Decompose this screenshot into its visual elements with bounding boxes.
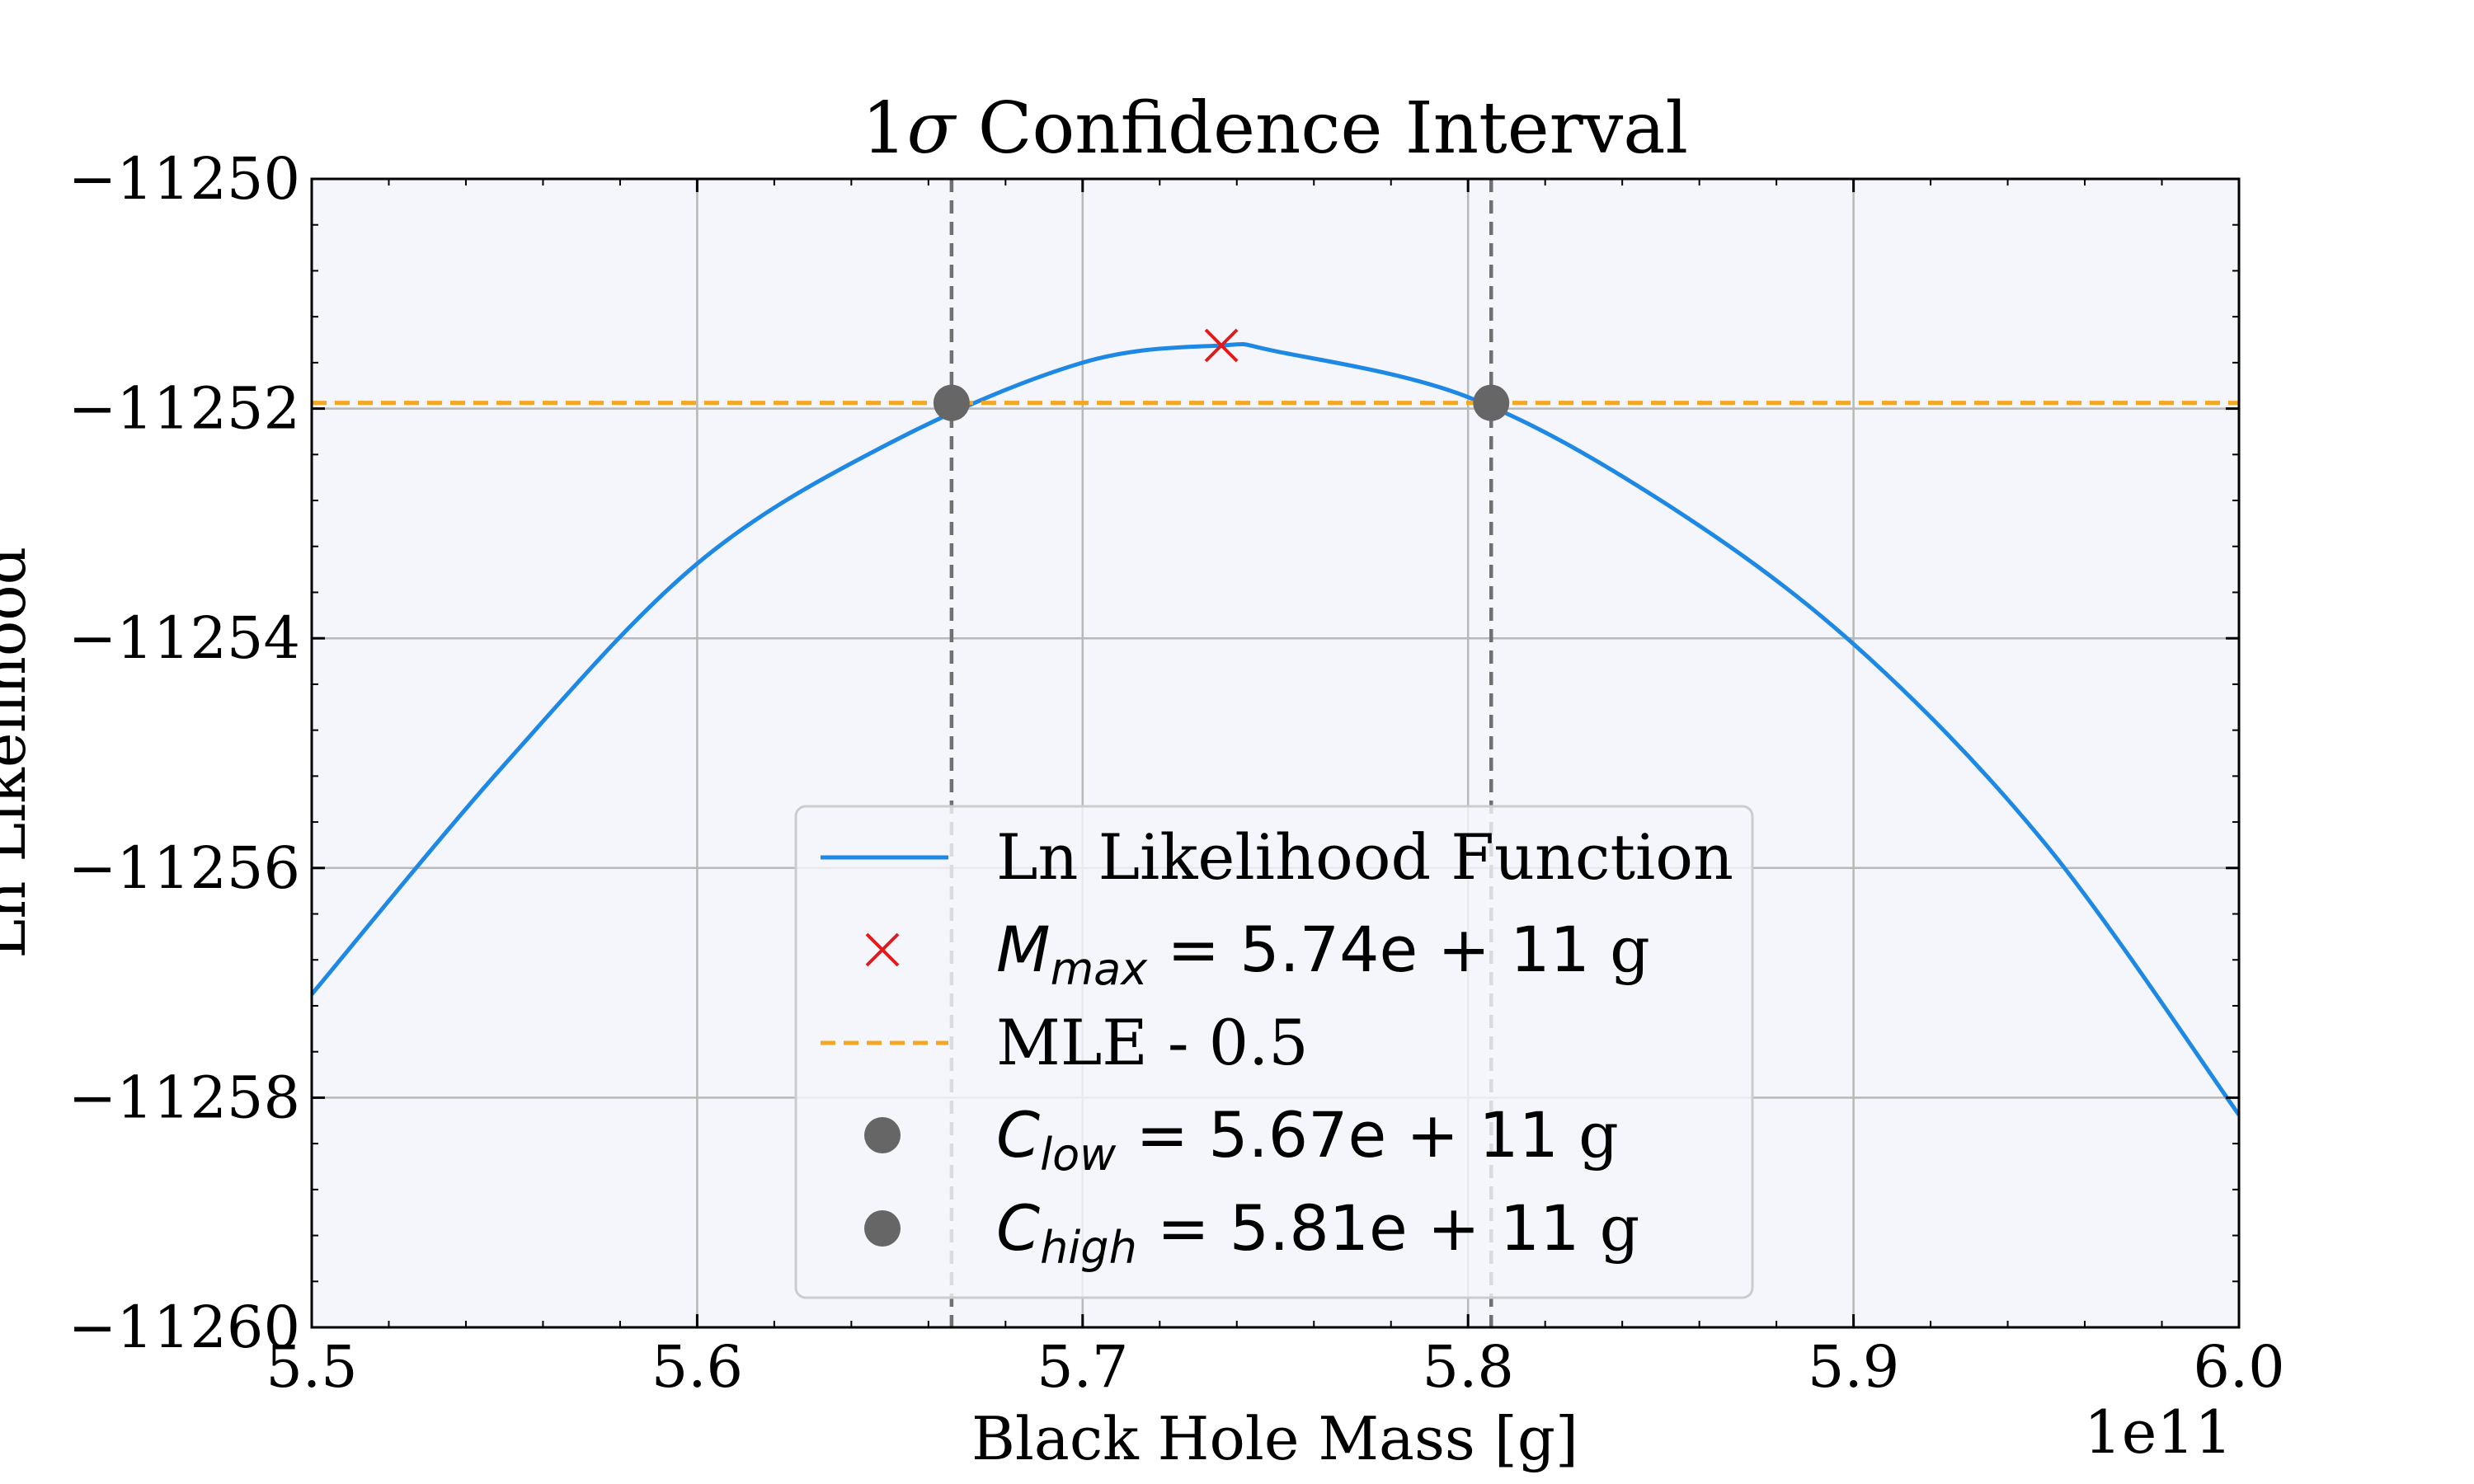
- y-tick-label: −11252: [68, 375, 300, 443]
- title-suffix: Confidence Interval: [955, 87, 1688, 170]
- ticks: 5.5 5.6 5.7 5.8 5.9 6.0 −11260 −11258 −11256 −112…: [68, 145, 2285, 1401]
- likelihood-curve: [312, 341, 2239, 1116]
- y-tick-label: −11254: [68, 604, 300, 672]
- x-tick-label: 5.5: [266, 1333, 357, 1401]
- x-tick-label: 5.8: [1423, 1333, 1514, 1401]
- legend-label: MLE - 0.5: [996, 1006, 1309, 1079]
- legend-dot-symbol: [864, 1117, 901, 1153]
- confidence-point: [933, 384, 970, 421]
- legend-box: [794, 805, 1754, 1299]
- x-tick-label: 5.7: [1037, 1333, 1128, 1401]
- max-likelihood-marker: [1204, 328, 1239, 363]
- legend-label: Ln Likelihood Function: [996, 820, 1733, 894]
- chart-title: 1σ Confidence Interval: [862, 87, 1688, 170]
- legend: Ln Likelihood Function Mmax = 5.74e + 11 …: [794, 805, 1754, 1299]
- x-tick-label: 5.6: [651, 1333, 743, 1401]
- legend-label: Chigh = 5.81e + 11 g: [996, 1191, 1639, 1274]
- legend-x-symbol: [865, 932, 900, 967]
- plot-data: [312, 179, 2239, 1327]
- title-sigma: σ: [907, 87, 957, 170]
- y-tick-label: −11260: [68, 1294, 300, 1361]
- confidence-point: [1473, 384, 1510, 421]
- legend-label: Clow = 5.67e + 11 g: [996, 1098, 1619, 1181]
- y-axis-label: Ln Likelihood: [0, 547, 39, 958]
- plot-frame: [310, 177, 2241, 1329]
- y-tick-label: −11258: [68, 1064, 300, 1131]
- y-tick-label: −11256: [68, 834, 300, 902]
- title-prefix: 1: [862, 87, 907, 170]
- legend-label: Mmax = 5.74e + 11 g: [996, 913, 1650, 995]
- y-tick-label: −11250: [68, 145, 300, 213]
- x-tick-label: 5.9: [1808, 1333, 1899, 1401]
- axis-labels: 1σ Confidence Interval Black Hole Mass […: [0, 87, 2232, 1473]
- x-offset-label: 1e11: [2084, 1397, 2232, 1467]
- legend-dot-symbol: [864, 1210, 901, 1247]
- x-tick-label: 6.0: [2193, 1333, 2284, 1401]
- x-axis-label: Black Hole Mass [g]: [971, 1404, 1578, 1473]
